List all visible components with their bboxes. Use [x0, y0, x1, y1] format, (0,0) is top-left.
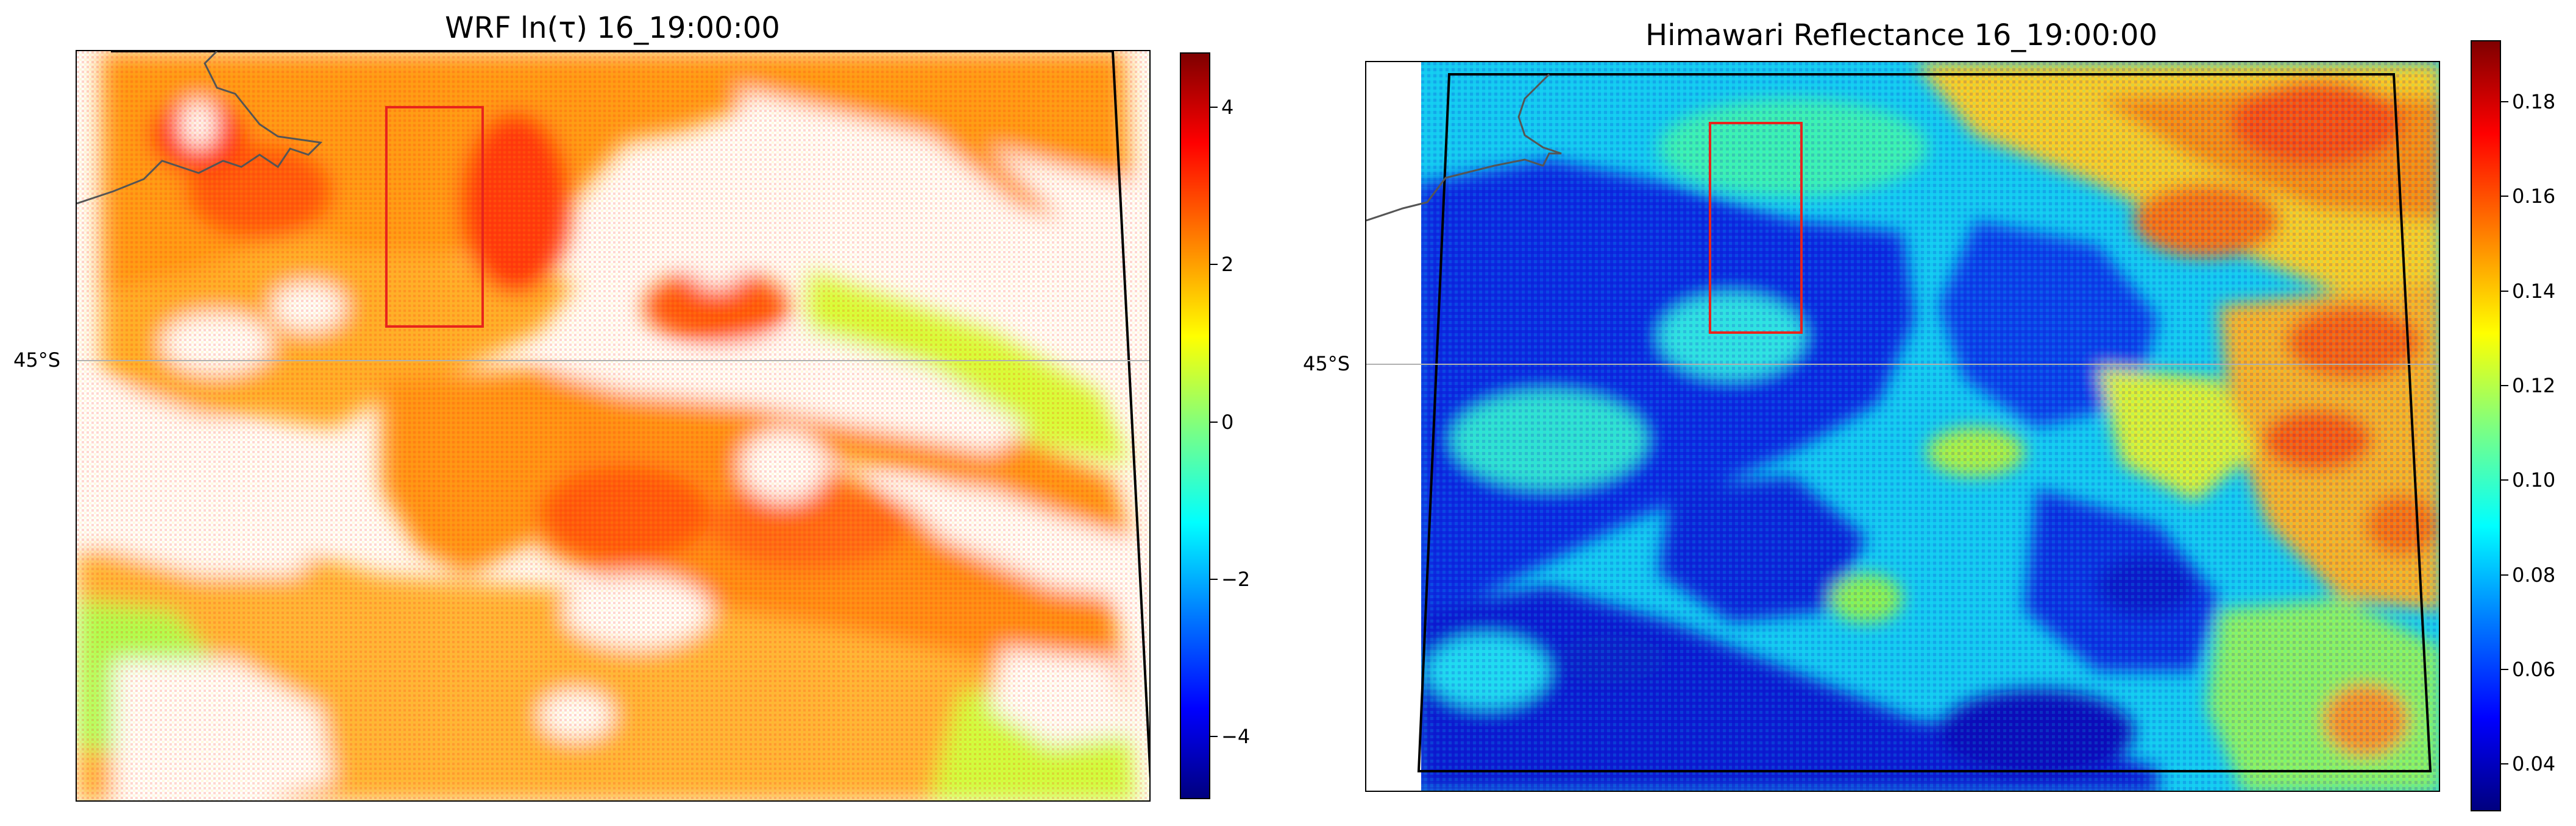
right-colorbar-tick — [2501, 384, 2508, 386]
right-colorbar-tick — [2501, 196, 2508, 197]
left-colorbar-tick-label: −2 — [1221, 567, 1251, 591]
right-colorbar-tick-label: 0.08 — [2512, 563, 2556, 587]
right-colorbar-tick — [2501, 668, 2508, 670]
right-colorbar-tick — [2501, 763, 2508, 765]
right-domain-boundary — [1417, 73, 2432, 772]
left-colorbar-tick — [1210, 264, 1218, 266]
left-colorbar-tick — [1210, 107, 1218, 108]
left-colorbar-tick-label: −4 — [1221, 724, 1251, 748]
right-colorbar — [2471, 40, 2501, 811]
right-coastline — [1366, 73, 1562, 222]
left-colorbar-tick — [1210, 578, 1218, 580]
right-colorbar-tick-label: 0.14 — [2512, 279, 2556, 303]
right-colorbar-tick-label: 0.18 — [2512, 90, 2556, 113]
right-colorbar-tick — [2501, 290, 2508, 292]
left-colorbar-tick-label: 2 — [1221, 253, 1234, 277]
left-map-plot — [76, 50, 1151, 802]
left-lat-label: 45°S — [13, 348, 61, 372]
right-chart-title: Himawari Reflectance 16_19:00:00 — [1645, 18, 2157, 52]
right-lat-label: 45°S — [1303, 352, 1350, 375]
left-colorbar-tick-label: 0 — [1221, 410, 1234, 434]
right-region-box — [1709, 122, 1803, 334]
right-colorbar-tick-label: 0.16 — [2512, 185, 2556, 208]
left-colorbar-tick — [1210, 735, 1218, 737]
right-map-plot — [1365, 61, 2440, 792]
right-colorbar-tick-label: 0.06 — [2512, 657, 2556, 681]
left-coastline — [77, 51, 323, 205]
right-colorbar-tick — [2501, 479, 2508, 481]
left-colorbar-tick — [1210, 421, 1218, 423]
right-colorbar-tick — [2501, 574, 2508, 576]
right-colorbar-tick-label: 0.10 — [2512, 468, 2556, 492]
right-colorbar-tick-label: 0.12 — [2512, 373, 2556, 397]
left-chart-title: WRF ln(τ) 16_19:00:00 — [445, 11, 780, 45]
left-region-box — [385, 106, 484, 328]
right-map-svg — [1366, 62, 2439, 791]
left-domain-boundary — [111, 51, 1149, 780]
left-map-svg — [77, 51, 1149, 800]
right-colorbar-tick-label: 0.04 — [2512, 752, 2556, 776]
right-colorbar-tick — [2501, 101, 2508, 102]
left-colorbar-tick-label: 4 — [1221, 96, 1234, 119]
left-colorbar — [1180, 52, 1210, 799]
